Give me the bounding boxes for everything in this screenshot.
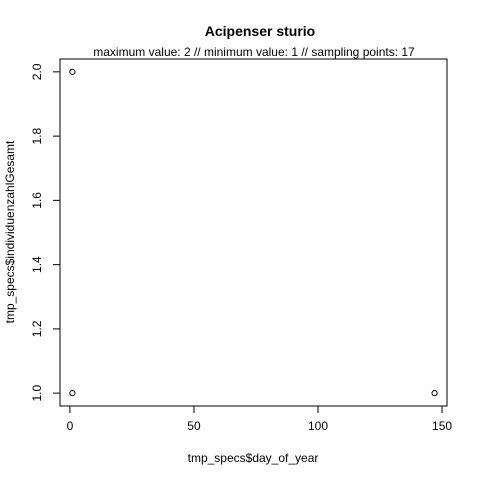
y-tick-label: 2.0 [30,63,44,80]
data-point [69,390,76,397]
data-point [69,68,76,75]
chart-subtitle: maximum value: 2 // minimum value: 1 // … [93,45,415,59]
x-axis: 0 50 100 150 [67,405,452,433]
data-point [431,390,438,397]
y-tick-label: 1.0 [30,384,44,401]
plot-frame [59,58,448,407]
y-axis: 1.0 1.2 1.4 1.6 1.8 2.0 [30,63,61,401]
y-tick-label: 1.4 [30,256,44,273]
x-tick-label: 0 [67,419,74,433]
y-tick-label: 1.6 [30,192,44,209]
y-axis-label: tmp_specs$individuenzahlGesamt [3,140,17,323]
x-tick-label: 150 [432,419,452,433]
y-tick-label: 1.8 [30,127,44,144]
x-tick-label: 50 [187,419,201,433]
data-points [69,68,438,397]
y-tick-label: 1.2 [30,320,44,337]
x-tick-label: 100 [308,419,328,433]
x-axis-label: tmp_specs$day_of_year [188,451,319,465]
chart-title: Acipenser sturio [205,23,315,39]
